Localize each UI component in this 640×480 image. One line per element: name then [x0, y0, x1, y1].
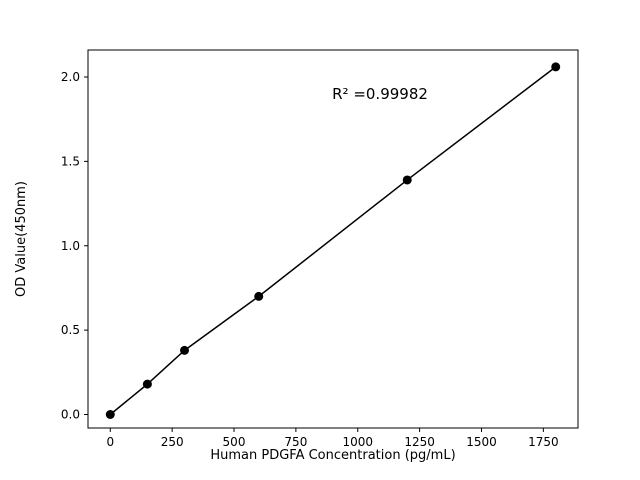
y-axis-label: OD Value(450nm)	[14, 181, 29, 297]
y-tick-label: 0.0	[61, 408, 80, 422]
x-tick-label: 500	[223, 435, 246, 449]
data-point	[180, 345, 190, 355]
data-point	[105, 410, 115, 419]
x-axis-label: Human PDGFA Concentration (pg/mL)	[210, 448, 456, 463]
y-tick-label: 0.5	[61, 323, 80, 337]
x-tick-label: 1000	[342, 435, 373, 449]
x-tick-label: 0	[106, 435, 114, 449]
trend-line	[109, 66, 557, 416]
y-tick-label: 1.0	[61, 239, 80, 253]
x-tick-label: 250	[161, 435, 184, 449]
y-tick-label: 1.5	[61, 154, 80, 168]
x-tick-label: 1250	[404, 435, 435, 449]
data-point	[551, 62, 561, 72]
data-point	[402, 175, 412, 185]
y-tick-label: 2.0	[61, 70, 80, 84]
plot-border	[87, 49, 579, 429]
data-point	[142, 379, 152, 389]
x-tick-label: 1750	[528, 435, 559, 449]
r-squared-annotation: R² =0.99982	[332, 85, 428, 103]
data-point	[254, 291, 264, 301]
x-tick-label: 750	[284, 435, 307, 449]
x-tick-label: 1500	[466, 435, 497, 449]
